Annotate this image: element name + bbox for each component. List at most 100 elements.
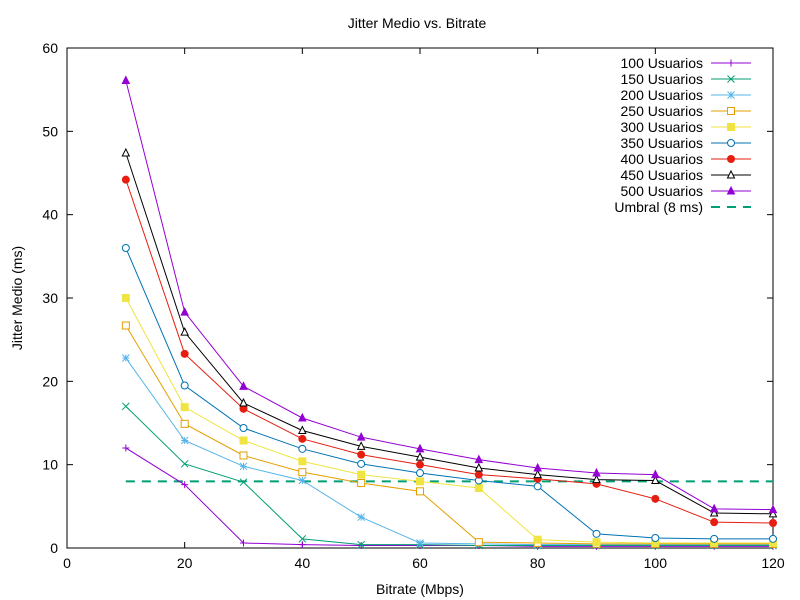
data-point-triangle-open <box>709 507 719 517</box>
data-point-square-open <box>180 419 189 428</box>
series-9 <box>121 75 778 514</box>
data-point-triangle-open <box>356 441 366 450</box>
legend-label: 150 Usuarios <box>621 71 704 87</box>
series-line <box>125 80 774 511</box>
legend-item: 300 Usuarios <box>621 119 751 135</box>
data-point-plus <box>181 481 189 489</box>
data-point-triangle-filled <box>768 504 778 514</box>
series-3 <box>121 354 777 549</box>
y-tick-label: 40 <box>42 207 58 223</box>
data-point-triangle-filled <box>298 412 307 422</box>
legend-label: 450 Usuarios <box>621 167 704 183</box>
data-point-triangle-filled <box>356 432 366 441</box>
data-point-square-filled <box>533 535 542 544</box>
legend-item-threshold: Umbral (8 ms) <box>614 199 751 215</box>
data-point-star <box>239 462 248 471</box>
data-point-square-filled <box>727 123 735 131</box>
y-tick-label: 50 <box>42 123 58 139</box>
legend-label: Umbral (8 ms) <box>614 199 703 215</box>
legend-item: 200 Usuarios <box>621 87 751 103</box>
legend-label: 100 Usuarios <box>621 55 704 71</box>
data-point-cross <box>121 402 130 411</box>
data-point-circle-filled <box>416 460 424 469</box>
data-point-cross <box>239 478 248 487</box>
data-point-star <box>357 513 366 522</box>
data-point-square-filled <box>239 436 248 445</box>
series-2 <box>121 402 777 550</box>
data-point-square-open <box>474 538 483 547</box>
data-point-circle-open <box>121 244 130 252</box>
data-point-circle-open <box>416 469 424 477</box>
data-point-cross <box>298 534 307 543</box>
data-point-circle-filled <box>651 494 660 503</box>
data-point-cross <box>180 459 189 468</box>
data-point-plus <box>357 542 365 549</box>
data-point-circle-filled <box>357 450 366 459</box>
x-tick-label: 0 <box>63 555 71 571</box>
data-point-plus <box>727 59 735 67</box>
data-point-star <box>298 476 307 485</box>
series-layer <box>121 75 778 550</box>
y-tick-label: 60 <box>42 40 58 56</box>
data-point-circle-filled <box>727 155 735 163</box>
data-point-square-filled <box>357 470 366 479</box>
data-point-square-open <box>416 487 424 496</box>
series-line <box>125 405 773 546</box>
legend-item: 150 Usuarios <box>621 71 751 87</box>
data-point-triangle-open <box>651 475 660 484</box>
data-point-square-filled <box>121 294 130 302</box>
data-point-star <box>416 539 424 547</box>
y-axis-label: Jitter Medio (ms) <box>9 246 25 350</box>
data-point-triangle-open <box>726 169 736 179</box>
data-point-circle-open <box>298 444 307 453</box>
data-point-circle-open <box>357 459 366 468</box>
data-point-square-open <box>357 479 366 487</box>
data-point-triangle-filled <box>180 307 189 316</box>
legend-item: 450 Usuarios <box>621 167 751 183</box>
data-point-circle-open <box>239 424 248 432</box>
legend-label: 300 Usuarios <box>621 119 704 135</box>
x-axis-label: Bitrate (Mbps) <box>376 581 464 597</box>
data-point-circle-open <box>592 529 601 538</box>
series-8 <box>121 147 778 518</box>
legend-item: 350 Usuarios <box>621 135 751 151</box>
data-point-triangle-open <box>239 397 248 407</box>
data-point-circle-filled <box>474 470 483 479</box>
data-point-triangle-filled <box>651 469 660 479</box>
series-line <box>125 297 773 544</box>
legend-label: 500 Usuarios <box>621 183 704 199</box>
data-point-circle-filled <box>710 518 719 527</box>
data-point-circle-open <box>710 534 719 543</box>
data-point-circle-open <box>769 534 777 543</box>
legend-label: 350 Usuarios <box>621 135 704 151</box>
legend-item: 250 Usuarios <box>621 103 751 119</box>
x-tick-label: 100 <box>644 555 668 571</box>
data-point-circle-open <box>180 381 189 390</box>
data-point-star <box>180 436 189 445</box>
data-point-circle-open <box>651 534 660 542</box>
series-line <box>125 325 773 545</box>
data-point-triangle-filled <box>415 443 425 453</box>
data-point-circle-open <box>727 139 735 147</box>
data-point-cross <box>357 540 366 549</box>
chart-title: Jitter Medio vs. Bitrate <box>348 15 487 31</box>
data-point-square-filled <box>180 403 189 412</box>
data-point-triangle-filled <box>592 467 601 477</box>
data-point-square-open <box>298 468 307 477</box>
data-point-square-open <box>121 321 130 330</box>
x-tick-label: 20 <box>177 555 193 571</box>
legend-label: 400 Usuarios <box>621 151 704 167</box>
series-line <box>125 152 774 515</box>
series-4 <box>121 321 777 548</box>
data-point-triangle-filled <box>709 503 719 513</box>
y-tick-label: 10 <box>42 457 58 473</box>
legend-label: 200 Usuarios <box>621 87 704 103</box>
series-5 <box>121 294 777 547</box>
data-point-triangle-open <box>474 462 484 472</box>
data-point-square-filled <box>298 457 307 466</box>
data-point-triangle-open <box>533 469 542 479</box>
series-6 <box>121 244 777 543</box>
series-1 <box>122 444 777 550</box>
data-point-plus <box>240 539 247 547</box>
data-point-square-filled <box>416 477 424 486</box>
